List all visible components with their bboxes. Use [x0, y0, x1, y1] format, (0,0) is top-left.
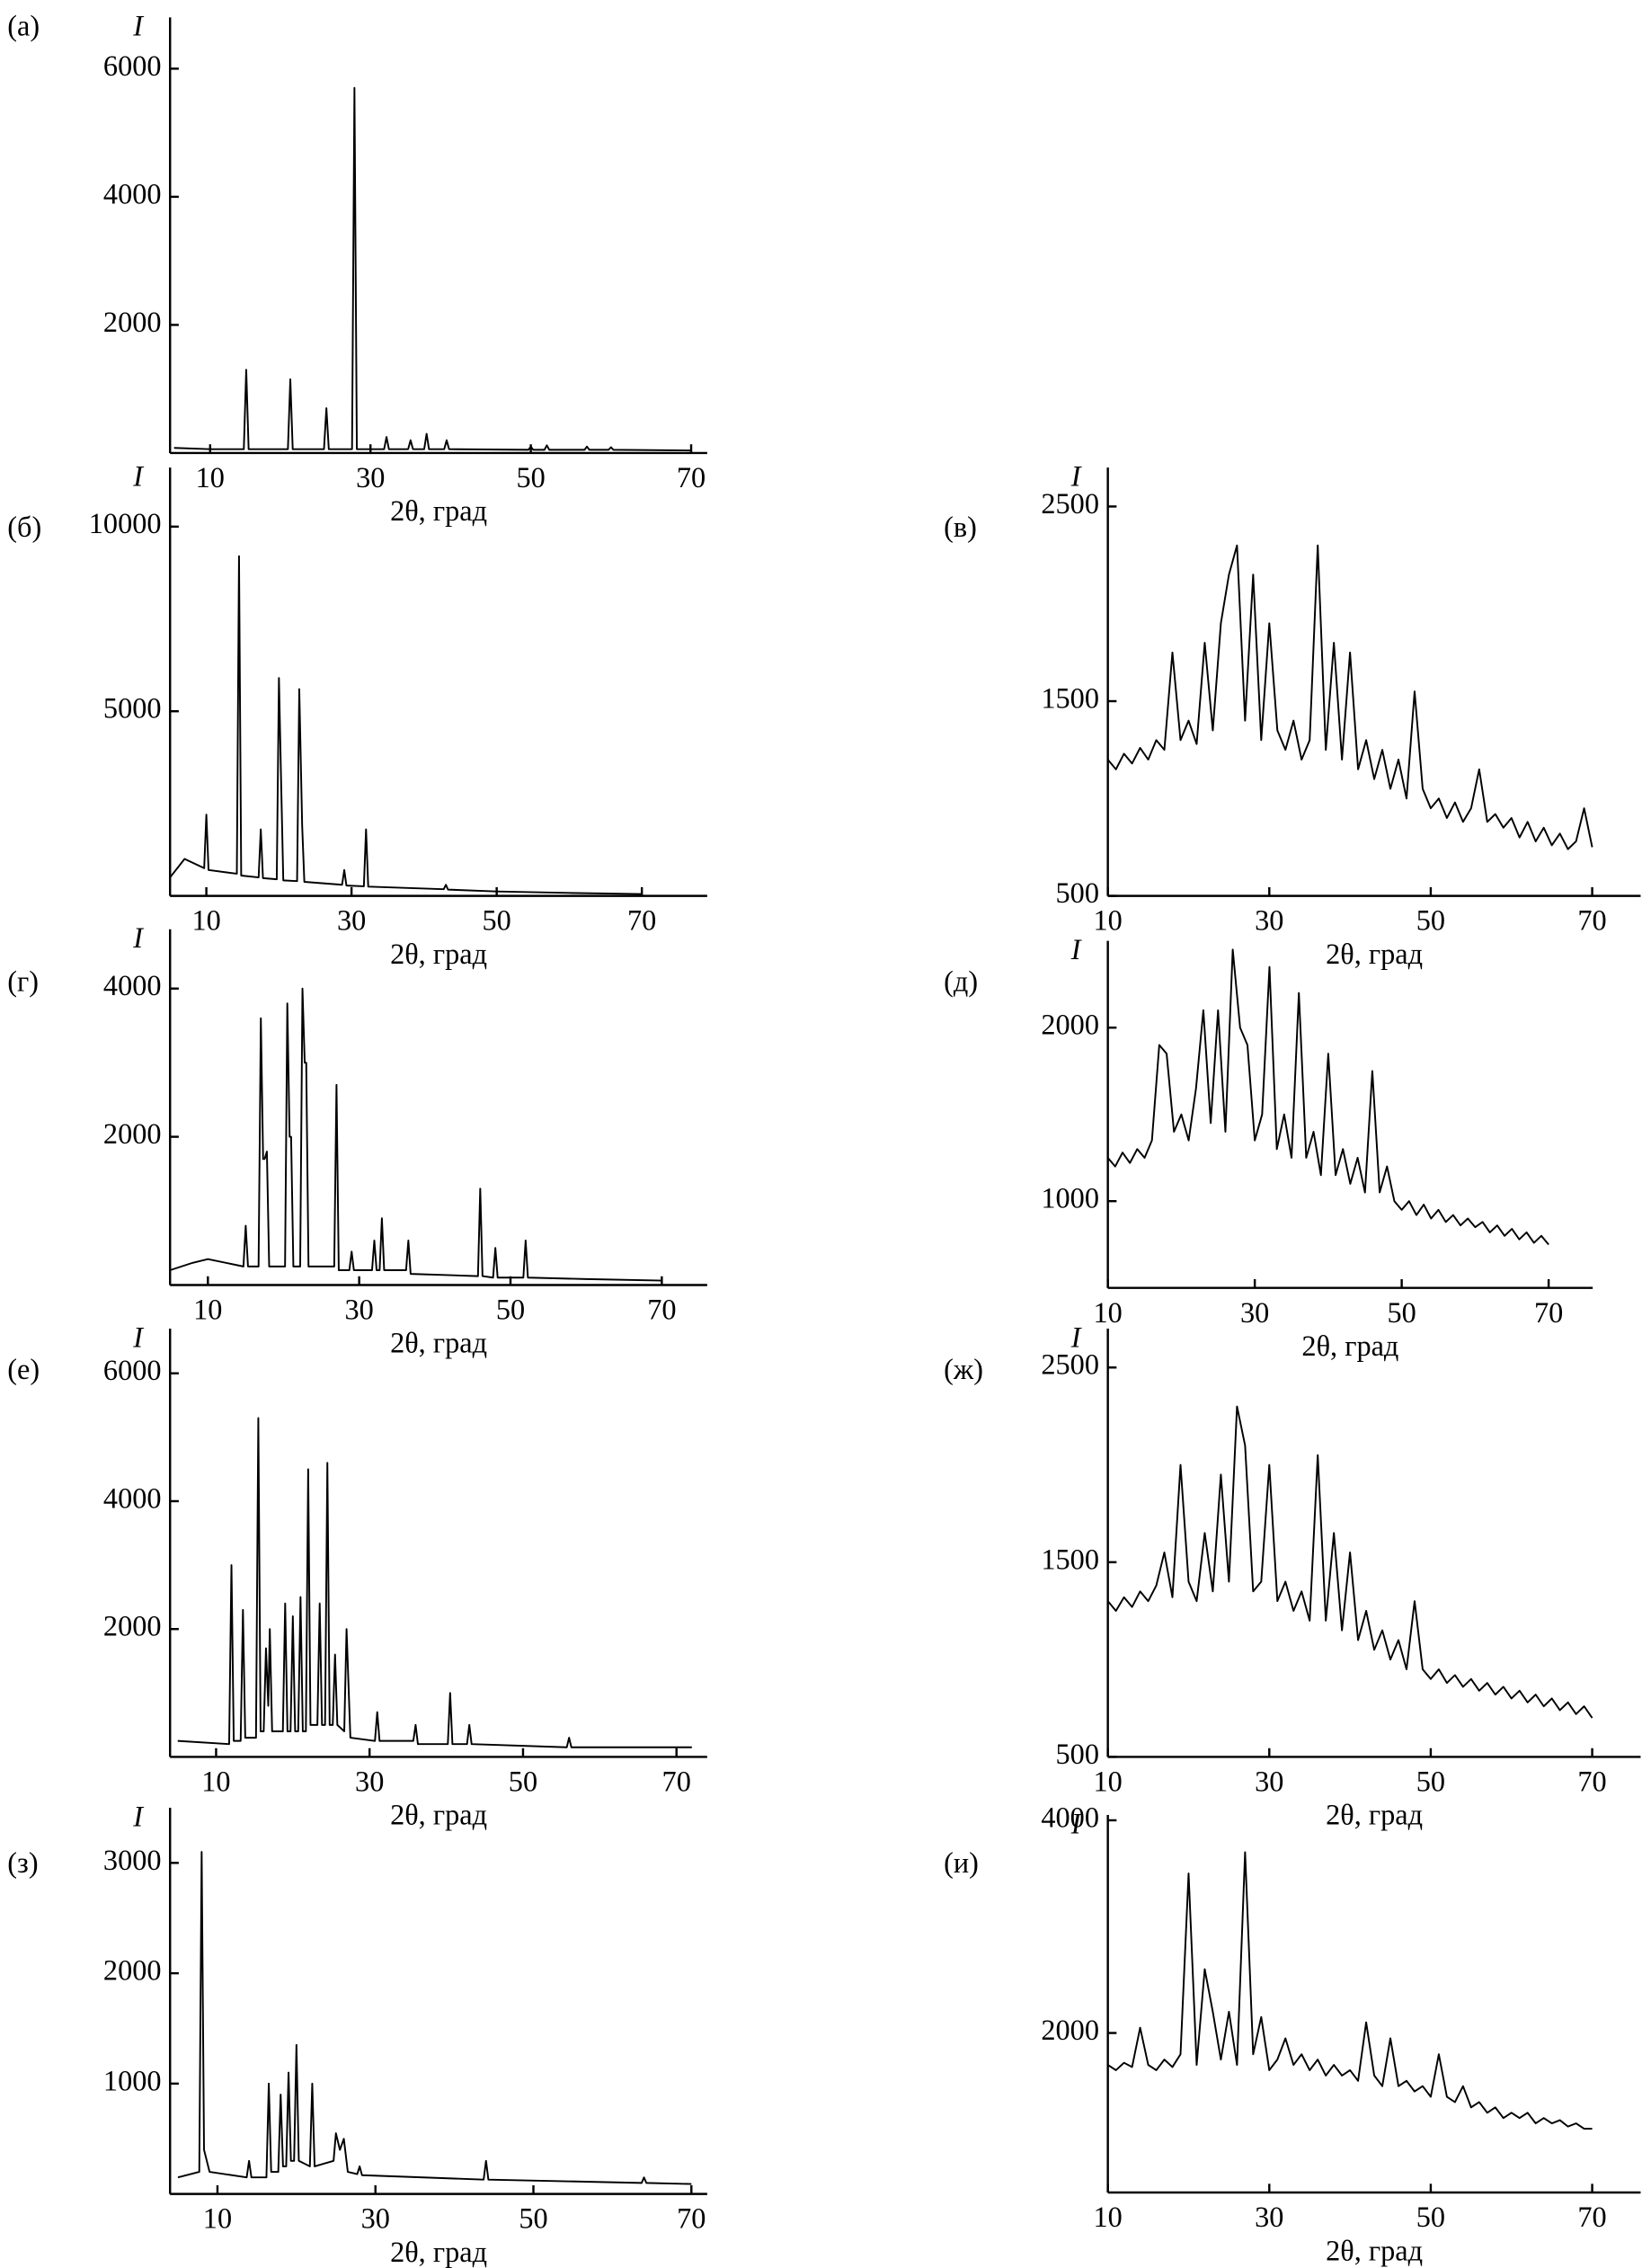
- y-tick-label: 1500: [1041, 1543, 1099, 1575]
- y-tick-label: 4000: [1041, 1801, 1099, 1833]
- x-tick-label: 70: [1577, 2201, 1606, 2233]
- panel-label: (з): [7, 1846, 38, 1879]
- y-axis-label: I: [1070, 1807, 1083, 1839]
- x-tick-label: 50: [519, 2202, 547, 2235]
- x-tick-label: 70: [1577, 1765, 1606, 1798]
- x-tick-label: 70: [677, 2202, 706, 2235]
- x-tick-label: 10: [196, 461, 225, 494]
- x-tick-label: 50: [516, 461, 545, 494]
- y-tick-label: 6000: [103, 1354, 162, 1386]
- x-tick-label: 70: [662, 1765, 691, 1798]
- y-tick-label: 2000: [1041, 2014, 1099, 2046]
- y-axis-label: I: [132, 459, 145, 492]
- x-tick-label: 30: [355, 1765, 384, 1798]
- y-tick-label: 2500: [1041, 1348, 1099, 1381]
- y-axis-label: I: [1070, 933, 1083, 965]
- y-tick-label: 1000: [1041, 1182, 1099, 1214]
- x-axis-label: 2θ, град: [390, 1327, 487, 1359]
- x-tick-label: 30: [345, 1294, 374, 1326]
- x-tick-label: 50: [1416, 1765, 1445, 1798]
- x-axis-label: 2θ, град: [390, 2236, 487, 2268]
- x-tick-label: 50: [1416, 2201, 1445, 2233]
- y-axis-label: I: [132, 921, 145, 954]
- panel-label: (в): [944, 511, 977, 543]
- y-axis-label: I: [132, 1800, 145, 1832]
- x-tick-label: 10: [1094, 2201, 1123, 2233]
- x-tick-label: 30: [1255, 1765, 1283, 1798]
- panel-label: (б): [7, 511, 41, 543]
- y-tick-label: 2000: [103, 306, 162, 338]
- y-tick-label: 5000: [103, 692, 162, 725]
- x-axis-label: 2θ, град: [1326, 2234, 1423, 2266]
- x-tick-label: 70: [1534, 1296, 1563, 1329]
- panel-label: (а): [7, 10, 40, 42]
- y-tick-label: 2000: [103, 1610, 162, 1642]
- y-tick-label: 6000: [103, 49, 162, 82]
- y-tick-label: 2000: [103, 1954, 162, 1987]
- y-tick-label: 500: [1056, 876, 1099, 909]
- x-tick-label: 10: [203, 2202, 232, 2235]
- y-tick-label: 2000: [103, 1117, 162, 1150]
- x-tick-label: 50: [483, 904, 511, 937]
- x-tick-label: 10: [1094, 904, 1123, 937]
- y-tick-label: 2500: [1041, 487, 1099, 520]
- y-tick-label: 1000: [103, 2064, 162, 2096]
- y-tick-label: 4000: [103, 1481, 162, 1514]
- x-tick-label: 50: [1387, 1296, 1416, 1329]
- pattern-line: [169, 555, 643, 895]
- y-tick-label: 4000: [103, 969, 162, 1001]
- x-axis-label: 2θ, град: [390, 494, 487, 527]
- x-axis-label: 2θ, град: [1326, 938, 1423, 970]
- y-axis-label: I: [132, 10, 145, 42]
- panel-label: (ж): [944, 1353, 983, 1385]
- panel-label: (г): [7, 965, 39, 998]
- x-tick-label: 10: [1094, 1296, 1123, 1329]
- panel-label: (д): [944, 965, 978, 998]
- x-tick-label: 70: [677, 461, 706, 494]
- x-tick-label: 10: [193, 1294, 222, 1326]
- panel-label: (е): [7, 1353, 40, 1385]
- y-tick-label: 2000: [1041, 1009, 1099, 1041]
- pattern-line: [173, 86, 692, 452]
- pattern-line: [1106, 948, 1549, 1246]
- panel-label: (и): [944, 1846, 979, 1879]
- x-tick-label: 70: [627, 904, 656, 937]
- x-axis-label: 2θ, град: [390, 938, 487, 970]
- x-tick-label: 10: [191, 904, 220, 937]
- y-tick-label: 3000: [103, 1844, 162, 1876]
- x-tick-label: 30: [361, 2202, 390, 2235]
- x-tick-label: 30: [356, 461, 385, 494]
- x-axis-label: 2θ, град: [390, 1799, 487, 1831]
- y-axis-label: I: [132, 1321, 145, 1353]
- x-tick-label: 10: [201, 1765, 230, 1798]
- x-tick-label: 50: [509, 1765, 537, 1798]
- x-tick-label: 30: [1255, 904, 1283, 937]
- x-tick-label: 30: [1255, 2201, 1283, 2233]
- pattern-line: [169, 987, 662, 1282]
- y-axis-label: I: [1070, 1321, 1083, 1353]
- y-tick-label: 10000: [89, 507, 162, 539]
- x-tick-label: 70: [647, 1294, 676, 1326]
- pattern-line: [1106, 1405, 1593, 1719]
- y-tick-label: 4000: [103, 177, 162, 209]
- x-tick-label: 70: [1577, 904, 1606, 937]
- x-axis-label: 2θ, град: [1326, 1799, 1423, 1831]
- x-tick-label: 50: [1416, 904, 1445, 937]
- x-axis-label: 2θ, град: [1301, 1330, 1398, 1362]
- x-tick-label: 30: [1240, 1296, 1269, 1329]
- pattern-line: [1106, 544, 1593, 850]
- y-tick-label: 500: [1056, 1738, 1099, 1770]
- y-axis-label: I: [1070, 459, 1083, 492]
- pattern-line: [1107, 1851, 1593, 2130]
- x-tick-label: 50: [496, 1294, 525, 1326]
- pattern-line: [177, 1417, 692, 1748]
- y-tick-label: 1500: [1041, 681, 1099, 714]
- pattern-line: [177, 1851, 692, 2185]
- x-tick-label: 10: [1094, 1765, 1123, 1798]
- x-tick-label: 30: [337, 904, 366, 937]
